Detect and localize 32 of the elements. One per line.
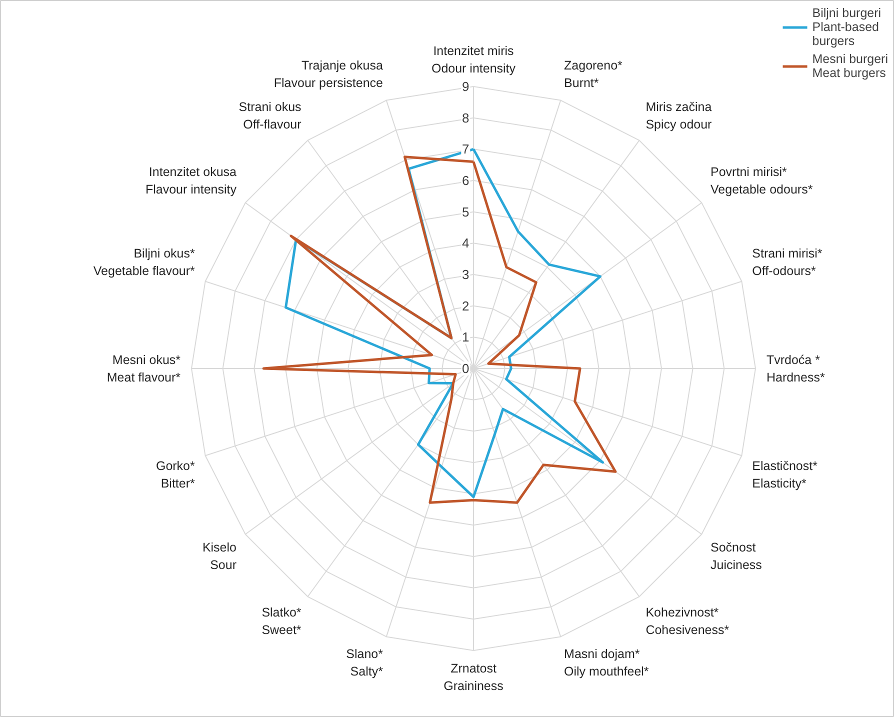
y-tick-label: 4 (462, 236, 470, 251)
spoke-label: Kohezivnost* Cohesiveness* (646, 606, 730, 638)
spoke-label: Tvrdoća * Hardness* (766, 352, 825, 384)
y-tick-label: 7 (462, 142, 470, 157)
y-tick-label: 3 (462, 267, 470, 282)
spoke-label: Elastičnost* Elasticity* (752, 459, 818, 491)
spoke-label: Kiselo Sour (202, 540, 237, 572)
y-tick-label: 1 (462, 330, 470, 345)
legend-label: Biljni burgeri Plant-based burgers (812, 6, 882, 48)
spoke-label: Biljni okus* Vegetable flavour* (93, 246, 196, 278)
spoke-label: Strani mirisi* Off-odours* (752, 246, 822, 278)
y-tick-label: 8 (462, 110, 470, 126)
spoke-label: Intenzitet miris Odour intensity (431, 44, 516, 76)
spoke-label: Gorko* Bitter* (156, 459, 196, 491)
spoke-label: Trajanje okusa Flavour persistence (274, 58, 384, 90)
spoke-label: Mesni okus* Meat flavour* (106, 352, 181, 384)
spoke-label: Slano* Salty* (346, 647, 384, 679)
spoke-label: Zagoreno* Burnt* (564, 58, 623, 90)
spoke-label: Povrtni mirisi* Vegetable odours* (710, 164, 813, 196)
spoke-label: Miris začina Spicy odour (646, 100, 712, 132)
y-tick-label: 6 (462, 173, 470, 188)
y-tick-label: 0 (462, 361, 470, 376)
y-tick-label: 5 (462, 204, 470, 220)
legend-label: Mesni burgeri Meat burgers (812, 52, 888, 80)
spoke-label: Slatko* Sweet* (262, 606, 302, 638)
spoke-label: Zrnatost Graininess (444, 661, 504, 693)
spoke-label: Strani okus Off-flavour (238, 100, 302, 132)
spoke-label: Sočnost Juiciness (710, 540, 762, 572)
spoke-label: Masni dojam* Oily mouthfeel* (564, 647, 649, 679)
y-tick-label: 9 (462, 79, 470, 94)
spoke-label: Intenzitet okusa Flavour intensity (145, 164, 238, 196)
y-tick-label: 2 (462, 298, 470, 314)
